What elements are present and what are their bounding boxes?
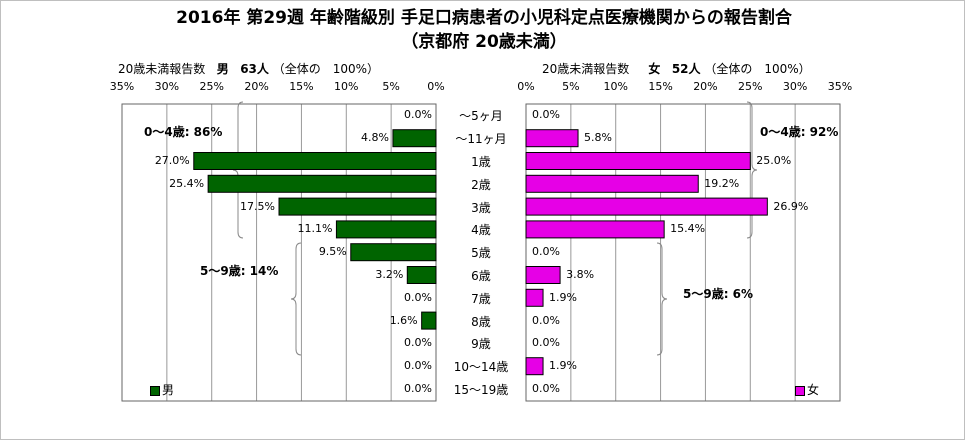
category-label: 5歳 <box>471 246 491 261</box>
male-bar <box>193 152 437 170</box>
male-header-sex: 男 <box>216 62 229 76</box>
female-5-9-annotation: 5～9歳: 6% <box>683 287 754 301</box>
male-bar <box>406 266 437 284</box>
male-header-label: 20歳未満報告数 <box>118 62 206 76</box>
male-x-tick-label: 30% <box>154 80 180 93</box>
female-x-tick-label: 35% <box>827 80 853 93</box>
category-label: ～11ヶ月 <box>455 132 507 147</box>
female-x-tick-label: 20% <box>693 80 718 93</box>
female-value-label: 1.9% <box>549 290 577 304</box>
male-header-count: 63人 <box>240 62 269 76</box>
male-5-9-annotation: 5～9歳: 14% <box>200 264 279 278</box>
female-bar <box>525 152 751 170</box>
male-bar <box>421 311 437 330</box>
male-value-label: 9.5% <box>318 245 347 259</box>
male-x-tick-label: 10% <box>334 80 359 93</box>
female-legend-swatch <box>795 385 805 396</box>
male-value-label: 3.2% <box>375 268 404 281</box>
female-bar <box>525 288 544 307</box>
female-bar <box>525 266 561 284</box>
female-x-tick-label: 5% <box>562 80 580 93</box>
female-value-label: 5.8% <box>584 131 612 145</box>
female-header-label: 20歳未満報告数 <box>542 62 630 76</box>
female-value-label: 0.0% <box>532 313 560 327</box>
female-bar <box>525 174 699 193</box>
male-5-9-bracket <box>290 242 302 356</box>
female-legend-label: 女 <box>807 383 820 397</box>
female-value-label: 0.0% <box>532 245 560 259</box>
male-x-tick-label: 25% <box>199 80 224 93</box>
female-0-4-annotation: 0～4歳: 92% <box>760 125 839 139</box>
male-value-label: 0.0% <box>404 108 432 122</box>
category-label: 3歳 <box>471 200 491 215</box>
male-header: 20歳未満報告数 男 63人 （全体の 100%） <box>118 60 379 77</box>
female-bar <box>525 129 579 148</box>
chart-title: 2016年 第29週 年齢階級別 手足口病患者の小児科定点医療機関からの報告割合 <box>176 8 792 28</box>
female-value-label: 0.0% <box>532 382 560 395</box>
category-label: 15～19歳 <box>453 383 509 397</box>
female-value-label: 3.8% <box>566 268 595 281</box>
female-bar <box>525 357 544 376</box>
male-bar <box>350 243 437 262</box>
male-x-tick-label: 0% <box>427 80 445 93</box>
category-label: 1歳 <box>471 155 491 169</box>
male-x-tick-label: 15% <box>289 80 314 93</box>
category-label: 9歳 <box>471 337 491 352</box>
female-header-sex: 女 <box>648 62 661 76</box>
female-value-label: 26.9% <box>773 199 809 213</box>
male-legend: 男 <box>150 381 174 398</box>
female-value-label: 19.2% <box>704 176 740 190</box>
category-label: ～5ヶ月 <box>459 109 503 124</box>
female-header-note: （全体の 100%） <box>704 62 811 76</box>
female-value-label: 15.4% <box>670 222 706 236</box>
female-plot-border <box>525 103 841 402</box>
male-value-label: 0.0% <box>404 382 432 395</box>
female-5-9-bracket <box>656 242 668 356</box>
female-value-label: 25.0% <box>756 154 792 167</box>
category-label: 10～14歳 <box>453 360 509 375</box>
female-x-tick-label: 0% <box>517 80 535 93</box>
male-bar <box>278 197 437 216</box>
female-header-count: 52人 <box>671 62 701 76</box>
female-x-tick-label: 15% <box>648 80 673 93</box>
male-bar <box>207 174 437 193</box>
category-label: 7歳 <box>471 291 491 306</box>
male-header-note: （全体の 100%） <box>272 62 380 76</box>
female-value-label: 0.0% <box>532 108 560 122</box>
category-label: 2歳 <box>471 177 491 192</box>
category-label: 8歳 <box>471 314 491 329</box>
male-value-label: 0.0% <box>404 336 432 350</box>
male-legend-swatch <box>150 385 160 396</box>
category-label: 6歳 <box>471 269 491 283</box>
female-value-label: 1.9% <box>549 359 577 373</box>
female-bar <box>525 197 768 216</box>
male-value-label: 4.8% <box>360 131 389 145</box>
male-value-label: 0.0% <box>404 359 432 373</box>
male-x-tick-label: 20% <box>244 80 269 93</box>
male-value-label: 1.6% <box>389 313 418 327</box>
male-bar <box>392 129 437 148</box>
male-value-label: 27.0% <box>154 154 190 167</box>
female-0-4-bracket <box>746 101 758 239</box>
male-0-4-annotation: 0～4歳: 86% <box>144 125 223 139</box>
category-label: 4歳 <box>471 223 491 238</box>
male-legend-label: 男 <box>162 383 175 397</box>
female-x-tick-label: 25% <box>738 80 763 93</box>
female-x-tick-label: 10% <box>603 80 628 93</box>
female-bar <box>525 220 665 239</box>
female-x-tick-label: 30% <box>782 80 808 93</box>
male-value-label: 25.4% <box>169 176 205 190</box>
male-x-tick-label: 35% <box>109 80 135 93</box>
male-bar <box>335 220 437 239</box>
male-value-label: 17.5% <box>240 199 275 213</box>
male-x-tick-label: 5% <box>382 80 400 93</box>
male-value-label: 11.1% <box>297 222 333 236</box>
female-header: 20歳未満報告数 女 52人 （全体の 100%） <box>542 60 811 77</box>
female-legend: 女 <box>795 381 819 398</box>
female-value-label: 0.0% <box>532 336 560 350</box>
chart-subtitle: （京都府 20歳未満） <box>401 32 567 52</box>
male-value-label: 0.0% <box>404 290 432 304</box>
